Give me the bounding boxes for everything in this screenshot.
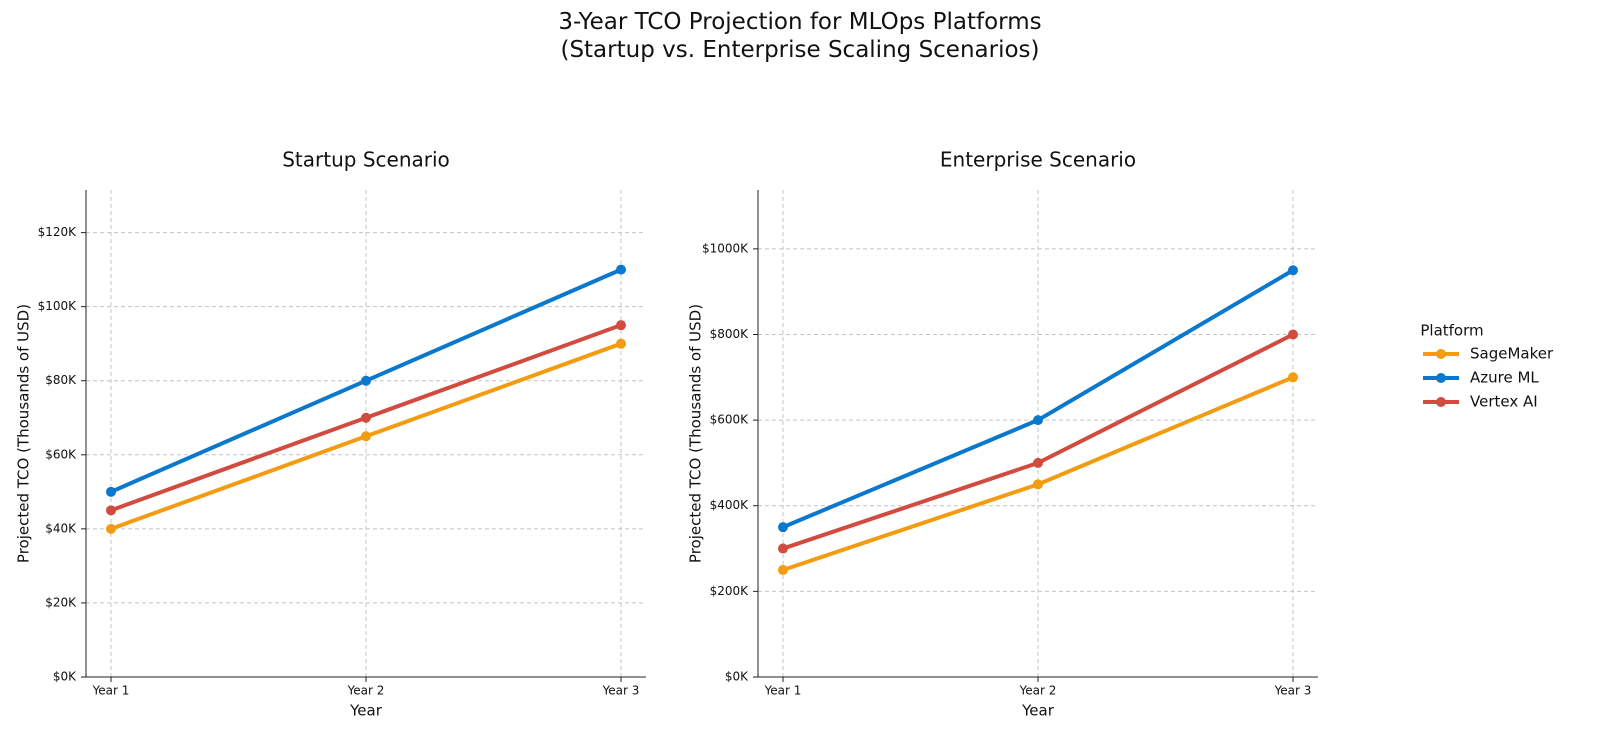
- legend-marker: [1436, 373, 1446, 383]
- y-tick-label: $100K: [38, 299, 78, 313]
- y-axis-label: Projected TCO (Thousands of USD): [15, 304, 33, 563]
- y-tick-label: $120K: [38, 225, 78, 239]
- y-tick-label: $0K: [725, 670, 749, 684]
- marker: [616, 338, 626, 349]
- legend-marker: [1436, 397, 1446, 407]
- x-tick-label: Year 3: [602, 684, 640, 698]
- x-tick-label: Year 1: [92, 684, 130, 698]
- subplot-title: Startup Scenario: [282, 148, 450, 172]
- marker: [616, 264, 626, 275]
- y-tick-label: $20K: [45, 595, 77, 609]
- y-tick-label: $400K: [710, 498, 750, 512]
- marker: [361, 431, 371, 442]
- legend-label: Vertex AI: [1470, 393, 1538, 411]
- y-tick-label: $60K: [45, 447, 77, 461]
- marker: [1288, 329, 1298, 340]
- y-tick-label: $200K: [710, 584, 750, 598]
- marker: [1033, 415, 1043, 426]
- y-axis-label: Projected TCO (Thousands of USD): [687, 304, 705, 563]
- marker: [361, 412, 371, 423]
- subplot-title: Enterprise Scenario: [940, 148, 1136, 172]
- marker: [106, 486, 116, 497]
- marker: [1033, 479, 1043, 490]
- legend-title: Platform: [1420, 322, 1483, 340]
- x-tick-label: Year 1: [764, 684, 802, 698]
- y-tick-label: $600K: [710, 413, 750, 427]
- marker: [1288, 372, 1298, 383]
- y-tick-label: $80K: [45, 373, 77, 387]
- legend-marker: [1436, 349, 1446, 359]
- marker: [1288, 265, 1298, 276]
- legend-label: Azure ML: [1470, 369, 1539, 387]
- x-tick-label: Year 2: [347, 684, 385, 698]
- y-tick-label: $800K: [710, 327, 750, 341]
- x-axis-label: Year: [1021, 702, 1055, 720]
- marker: [616, 320, 626, 331]
- marker: [1033, 457, 1043, 468]
- marker: [778, 522, 788, 533]
- x-tick-label: Year 2: [1019, 684, 1057, 698]
- marker: [361, 375, 371, 386]
- x-axis-label: Year: [349, 702, 383, 720]
- legend-label: SageMaker: [1470, 345, 1554, 363]
- marker: [106, 523, 116, 534]
- x-tick-label: Year 3: [1274, 684, 1312, 698]
- y-tick-label: $40K: [45, 521, 77, 535]
- figure-title: 3-Year TCO Projection for MLOps Platform…: [558, 9, 1042, 63]
- marker: [778, 564, 788, 575]
- marker: [106, 505, 116, 516]
- y-tick-label: $1000K: [702, 241, 749, 255]
- marker: [778, 543, 788, 554]
- y-tick-label: $0K: [53, 670, 77, 684]
